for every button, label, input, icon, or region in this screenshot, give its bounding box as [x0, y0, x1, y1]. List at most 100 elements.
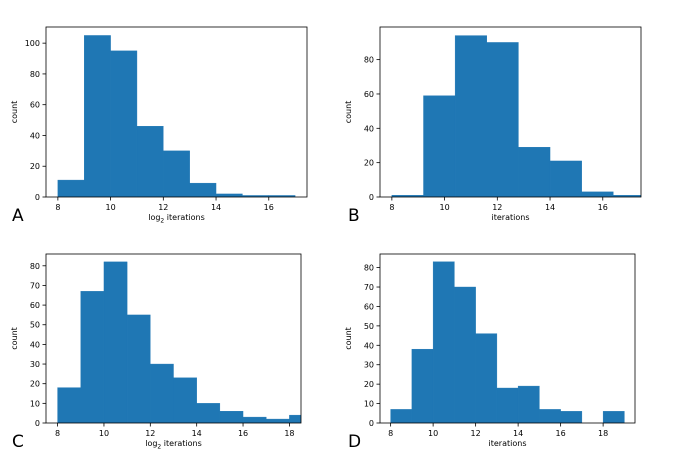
- axes-frame: [45, 253, 302, 424]
- histogram-bar: [80, 291, 105, 423]
- x-tick-label: 12: [145, 429, 155, 438]
- histogram-bar: [196, 403, 221, 423]
- histogram-bar: [173, 377, 197, 423]
- x-tick-label: 12: [158, 203, 168, 212]
- y-tick-label: 0: [369, 419, 374, 428]
- x-axis-label: log2 iterations: [145, 439, 202, 451]
- x-axis-label-rest: iterations: [161, 439, 202, 448]
- y-tick-label: 30: [364, 361, 374, 370]
- x-axis-label-base: log: [148, 213, 160, 222]
- x-axis-label-rest: iterations: [164, 213, 205, 222]
- histogram-panel-d: 8 10 12 14 16 18 0 10 20 30 40 50 60 70 80 iterations co…: [344, 253, 636, 452]
- x-axis-label-base: log: [145, 439, 157, 448]
- y-tick-label: 60: [30, 301, 40, 310]
- x-tick-label: 8: [55, 203, 60, 212]
- histogram-bar: [581, 191, 614, 197]
- y-tick-label: 20: [364, 380, 374, 389]
- y-tick-label: 50: [30, 321, 40, 330]
- y-tick-label: 100: [25, 39, 40, 48]
- histogram-panel-b: 8 10 12 14 16 0 20 40 60 80 iterations count B: [344, 26, 675, 226]
- y-tick-label: 80: [364, 264, 374, 273]
- histogram-bar: [539, 409, 561, 423]
- y-tick-label: 20: [30, 162, 40, 171]
- y-tick-label: 20: [30, 380, 40, 389]
- x-tick-label: 14: [192, 429, 202, 438]
- histogram-bar: [126, 314, 151, 423]
- y-tick-label: 10: [30, 399, 40, 408]
- panel-letter: B: [348, 206, 360, 226]
- x-tick-label: 12: [492, 203, 502, 212]
- y-axis-label: count: [344, 327, 353, 350]
- histogram-bar: [110, 50, 138, 197]
- axes-frame: [379, 26, 642, 198]
- panel-letter: C: [12, 432, 24, 452]
- y-axis-label: count: [10, 101, 19, 124]
- y-tick-label: 30: [30, 360, 40, 369]
- histogram-panel-a: 8 10 12 14 16 0 20 40 60 80 100 log2 iterations coun…: [10, 26, 308, 226]
- y-tick-label: 40: [364, 341, 374, 350]
- x-tick-label: 14: [513, 429, 523, 438]
- histogram-bar: [103, 261, 128, 423]
- x-tick-label: 8: [389, 203, 394, 212]
- histogram-bar: [57, 179, 85, 197]
- histogram-bar: [423, 95, 456, 197]
- x-tick-label: 8: [55, 429, 60, 438]
- x-tick-label: 16: [556, 429, 566, 438]
- histogram-bar: [84, 35, 111, 197]
- histogram-bar: [390, 409, 413, 423]
- x-tick-label: 10: [105, 203, 115, 212]
- histogram-bar: [454, 35, 487, 197]
- x-tick-label: 14: [545, 203, 555, 212]
- y-tick-label: 70: [30, 281, 40, 290]
- y-tick-label: 60: [364, 302, 374, 311]
- x-tick-label: 16: [238, 429, 248, 438]
- y-tick-label: 40: [30, 131, 40, 140]
- x-axis-label: iterations: [489, 439, 527, 448]
- x-axis-label-subscript: 2: [157, 444, 161, 451]
- histogram-bar: [475, 333, 498, 423]
- histogram-bar: [517, 385, 540, 423]
- y-tick-label: 40: [364, 124, 374, 133]
- bars: [391, 35, 675, 197]
- histogram-bar: [150, 363, 174, 423]
- histogram-bar: [268, 195, 296, 197]
- y-tick-label: 50: [364, 322, 374, 331]
- axes-frame: [45, 26, 308, 198]
- bars: [57, 35, 296, 197]
- x-tick-label: 18: [284, 429, 294, 438]
- histogram-bar: [518, 146, 551, 197]
- panel-letter: A: [12, 206, 24, 226]
- histogram-bar: [289, 414, 301, 423]
- x-tick-label: 16: [264, 203, 274, 212]
- y-axis-label: count: [10, 327, 19, 350]
- x-axis-label-subscript: 2: [160, 218, 164, 225]
- histogram-bar: [560, 411, 583, 423]
- y-tick-label: 0: [35, 193, 40, 202]
- y-tick-label: 0: [35, 419, 40, 428]
- histogram-bar: [215, 193, 243, 197]
- x-axis-label: log2 iterations: [148, 213, 205, 225]
- histogram-bar: [219, 411, 244, 423]
- y-axis-label: count: [344, 101, 353, 124]
- x-tick-label: 12: [471, 429, 481, 438]
- y-tick-label: 40: [30, 340, 40, 349]
- histogram-bar: [411, 348, 434, 423]
- panel-letter: D: [348, 432, 361, 452]
- y-tick-label: 60: [364, 90, 374, 99]
- y-tick-label: 80: [30, 70, 40, 79]
- histogram-bar: [496, 387, 519, 423]
- histogram-bar: [266, 418, 290, 423]
- y-tick-label: 80: [30, 262, 40, 271]
- histogram-bar: [163, 150, 190, 197]
- x-tick-label: 10: [428, 429, 438, 438]
- histogram-bar: [486, 42, 519, 197]
- histogram-bar: [454, 286, 476, 423]
- histogram-bar: [136, 126, 164, 197]
- y-tick-label: 70: [364, 283, 374, 292]
- histogram-bar: [57, 387, 81, 423]
- histogram-bar: [549, 160, 582, 197]
- x-tick-label: 16: [598, 203, 608, 212]
- bars: [57, 261, 301, 423]
- histogram-bar: [645, 194, 675, 197]
